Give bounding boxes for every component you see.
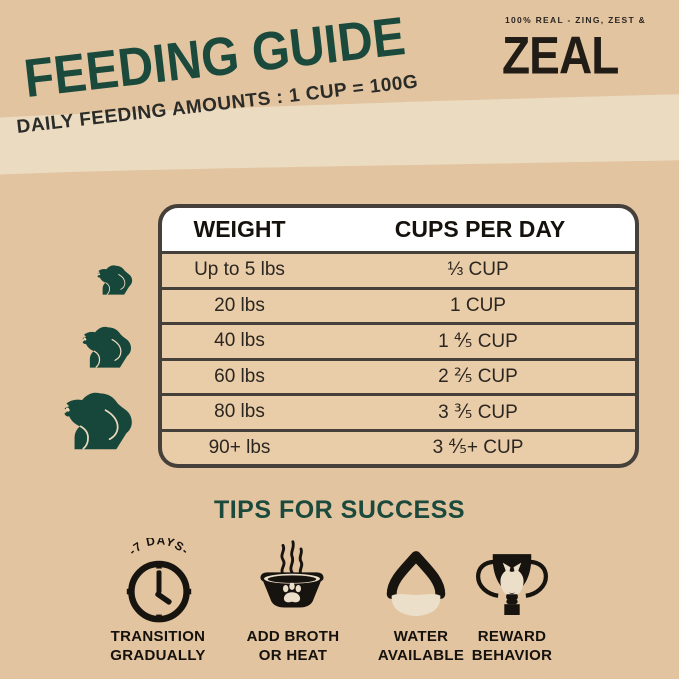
svg-text:-7 DAYS-: -7 DAYS- [126, 538, 193, 558]
